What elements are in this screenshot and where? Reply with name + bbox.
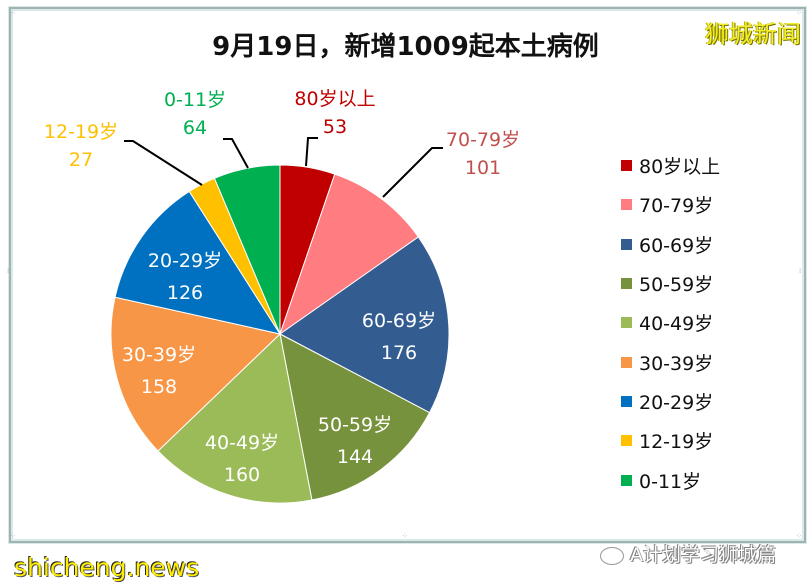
legend-label: 60-69岁 — [639, 234, 714, 257]
resize-handle-bottom-left[interactable]: ⁘ — [10, 532, 16, 540]
resize-handle-left[interactable]: ⁞ — [7, 267, 10, 275]
data-label-value: 53 — [322, 116, 348, 138]
leader-line-0-11 — [223, 138, 249, 169]
legend-item[interactable]: 20-29岁 — [621, 382, 720, 421]
legend-swatch — [621, 160, 632, 172]
pie-slice[interactable] — [157, 333, 313, 504]
legend-swatch — [621, 199, 632, 211]
legend-label: 80岁以上 — [639, 156, 721, 179]
wechat-account-name: A计划学习狮城篇 — [630, 544, 776, 566]
pie-slice[interactable] — [279, 333, 431, 501]
site-watermark: shicheng.news — [14, 553, 200, 582]
wechat-account-watermark: A计划学习狮城篇 — [600, 540, 776, 567]
legend-swatch — [621, 278, 632, 290]
legend-swatch — [621, 356, 632, 368]
data-label-value: 101 — [464, 157, 502, 179]
resize-handle-bottom[interactable]: ⁘ — [402, 532, 408, 540]
pie-slices — [110, 164, 450, 504]
data-label-value: 176 — [380, 342, 418, 364]
legend-item[interactable]: 80岁以上 — [621, 146, 720, 185]
pie-slice[interactable] — [279, 236, 450, 414]
data-label-name: 20-29岁 — [147, 250, 223, 272]
data-label-name: 12-19岁 — [43, 121, 119, 143]
legend-label: 12-19岁 — [639, 431, 714, 454]
resize-handle-right[interactable]: ⁞ — [799, 267, 802, 275]
data-label-30-39: 30-39岁 158 — [104, 339, 214, 403]
data-label-name: 0-11岁 — [163, 89, 227, 111]
data-label-value: 64 — [182, 117, 208, 139]
resize-handle-top-right[interactable]: ⁘ — [796, 9, 802, 17]
legend-label: 50-59岁 — [639, 274, 714, 297]
legend-label: 0-11岁 — [639, 470, 702, 493]
legend-swatch — [621, 395, 632, 407]
brand-watermark: 狮城新闻 — [705, 20, 801, 48]
data-label-value: 126 — [166, 282, 204, 304]
pie-slice[interactable] — [110, 296, 282, 452]
legend-swatch — [621, 317, 632, 329]
data-label-value: 160 — [223, 464, 261, 486]
legend-item[interactable]: 60-69岁 — [621, 225, 720, 264]
data-label-value: 158 — [140, 376, 178, 398]
data-label-name: 50-59岁 — [317, 414, 393, 436]
legend-item[interactable]: 0-11岁 — [621, 460, 720, 499]
legend-label: 40-49岁 — [639, 313, 714, 336]
pie-slice[interactable] — [279, 173, 420, 336]
legend-item[interactable]: 50-59岁 — [621, 264, 720, 303]
data-label-12-19: 12-19岁 27 — [26, 118, 136, 174]
leader-line-12-19 — [124, 140, 203, 186]
data-label-value: 144 — [336, 446, 374, 468]
data-label-20-29: 20-29岁 126 — [130, 245, 240, 309]
legend-swatch — [621, 474, 632, 486]
resize-handle-top-left[interactable]: ⁘ — [10, 9, 16, 17]
resize-handle-bottom-right[interactable]: ⁘ — [796, 532, 802, 540]
leader-lines — [124, 137, 443, 198]
data-label-name: 80岁以上 — [294, 88, 376, 110]
data-label-0-11: 0-11岁 64 — [140, 86, 250, 142]
data-label-70-79: 70-79岁 101 — [428, 126, 538, 182]
legend-label: 30-39岁 — [639, 352, 714, 375]
legend-item[interactable]: 12-19岁 — [621, 421, 720, 460]
leader-line-70-79 — [382, 147, 443, 198]
legend-item[interactable]: 30-39岁 — [621, 342, 720, 381]
data-label-name: 30-39岁 — [121, 344, 197, 366]
pie-slice[interactable] — [114, 190, 282, 335]
legend-label: 20-29岁 — [639, 391, 714, 414]
leader-line-80-plus — [305, 137, 318, 167]
legend-item[interactable]: 70-79岁 — [621, 185, 720, 224]
wechat-icon — [600, 546, 624, 565]
chart-title: 9月19日，新增1009起本土病例 — [212, 32, 599, 62]
legend-label: 70-79岁 — [639, 195, 714, 218]
pie-slice[interactable] — [213, 164, 281, 335]
data-label-name: 70-79岁 — [445, 129, 521, 151]
data-label-40-49: 40-49岁 160 — [187, 427, 297, 491]
legend-swatch — [621, 435, 632, 447]
legend-item[interactable]: 40-49岁 — [621, 303, 720, 342]
chart-legend: 80岁以上 70-79岁 60-69岁 50-59岁 40-49岁 30-39岁… — [621, 146, 720, 500]
data-label-50-59: 50-59岁 144 — [300, 409, 410, 473]
legend-swatch — [621, 238, 632, 250]
data-label-name: 40-49岁 — [204, 432, 280, 454]
data-label-80-plus: 80岁以上 53 — [275, 85, 395, 141]
data-label-name: 60-69岁 — [361, 310, 437, 332]
data-label-value: 27 — [68, 149, 94, 171]
data-label-60-69: 60-69岁 176 — [344, 305, 454, 369]
